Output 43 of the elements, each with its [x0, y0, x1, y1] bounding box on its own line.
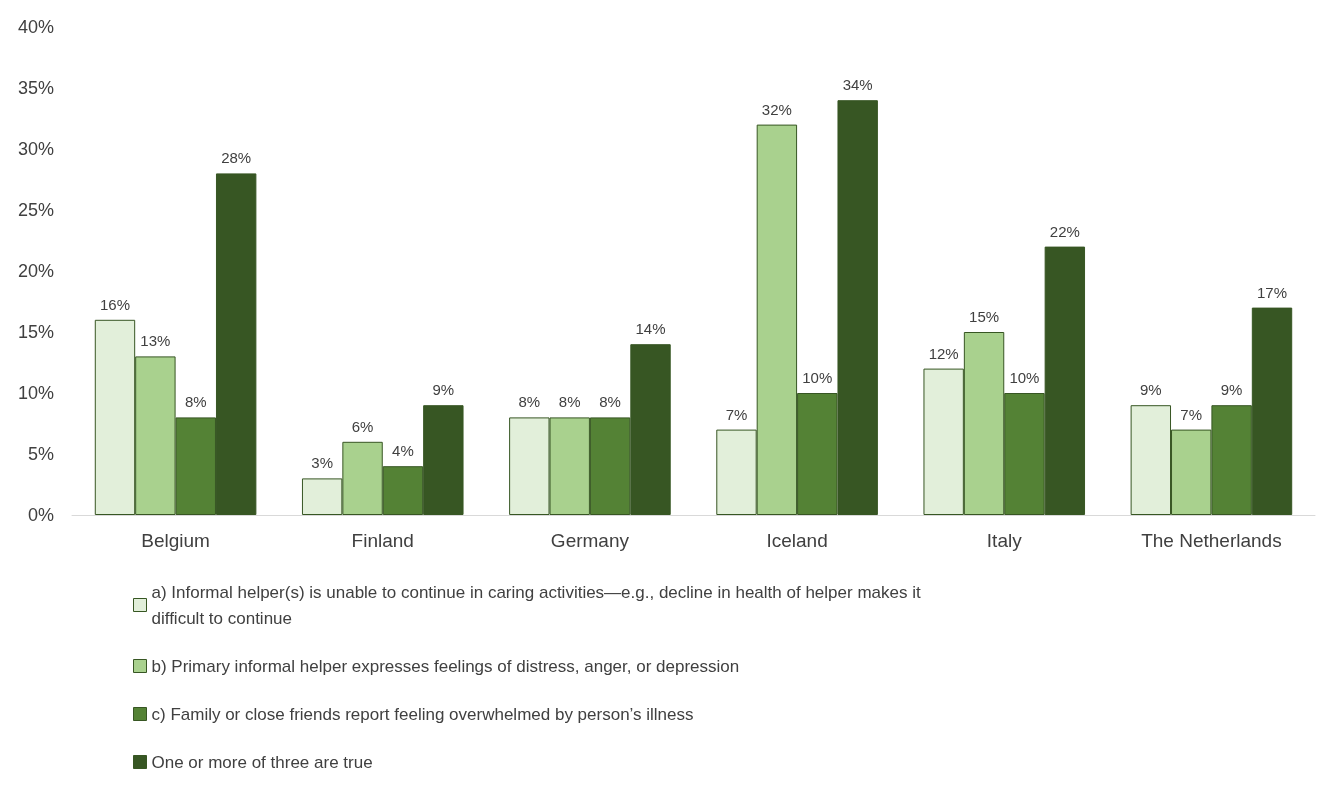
legend-label: b) Primary informal helper expresses feelings of distress, anger, or depression — [151, 656, 740, 676]
legend-label: a) Informal helper(s) is unable to continue in caring activities—e.g., decline in health of helper makes it difficult to continue — [151, 582, 926, 628]
data-label: 7% — [725, 405, 748, 423]
data-label: 4% — [392, 442, 414, 460]
x-tick-label: Italy — [986, 530, 1023, 551]
y-tick-label: 35% — [17, 78, 54, 98]
data-label: 8% — [184, 393, 207, 411]
data-label: 17% — [1257, 283, 1288, 301]
y-tick-label: 30% — [17, 139, 54, 159]
data-label: 9% — [432, 381, 455, 399]
legend-label: c) Family or close friends report feeling overwhelmed by person’s illness — [151, 704, 694, 724]
data-label: 8% — [599, 393, 621, 411]
data-label: 3% — [311, 454, 333, 472]
x-tick-label: Finland — [351, 530, 414, 551]
data-label: 9% — [1139, 381, 1162, 399]
y-tick-label: 10% — [17, 383, 54, 403]
y-tick-label: 0% — [27, 505, 54, 525]
y-tick-label: 20% — [17, 261, 54, 281]
data-label: 12% — [928, 344, 959, 362]
x-tick-label: Iceland — [766, 530, 828, 551]
x-tick-label: Belgium — [141, 530, 210, 551]
x-tick-label: Germany — [550, 530, 630, 551]
y-tick-label: 15% — [17, 322, 54, 342]
data-label: 14% — [635, 320, 666, 338]
data-label: 15% — [969, 308, 1000, 325]
data-label: 34% — [842, 76, 873, 94]
y-tick-label: 5% — [27, 444, 54, 464]
data-label: 6% — [351, 417, 374, 435]
legend-label: One or more of three are true — [151, 752, 373, 772]
data-label: 16% — [99, 295, 130, 313]
y-tick-label: 25% — [17, 200, 54, 220]
data-label: 22% — [1049, 222, 1080, 240]
data-label: 8% — [558, 393, 581, 411]
data-label: 28% — [221, 149, 252, 167]
data-label: 10% — [802, 369, 833, 386]
data-label: 13% — [140, 332, 171, 350]
data-label: 9% — [1220, 381, 1243, 399]
data-label: 7% — [1180, 405, 1203, 423]
data-label: 32% — [761, 100, 792, 118]
data-label: 10% — [1009, 369, 1040, 386]
y-tick-label: 40% — [17, 17, 54, 37]
data-label: 8% — [518, 393, 541, 411]
x-tick-label: The Netherlands — [1141, 530, 1282, 551]
